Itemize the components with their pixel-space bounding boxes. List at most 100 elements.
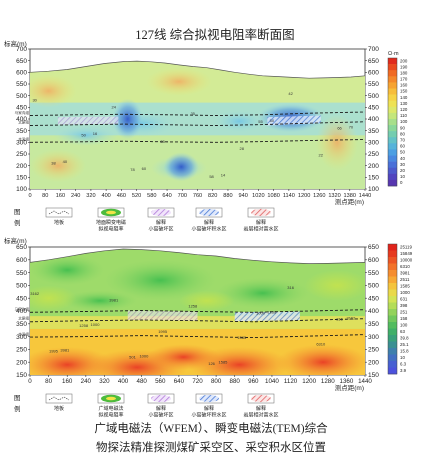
contour-label: 16: [93, 131, 98, 136]
chart-2-low-zone: [62, 290, 138, 312]
y-tick-label: 300: [16, 334, 27, 341]
colorbar-swatch: [388, 276, 397, 284]
y-tick-label-right: 300: [368, 334, 379, 341]
y-tick-label-right: 150: [368, 372, 379, 379]
formation-label: 本溪组: [18, 332, 29, 337]
colorbar-swatch: [388, 88, 397, 95]
x-tick-label: 1280: [321, 378, 335, 385]
formation-label: 太原组: [18, 316, 29, 321]
x-tick-label: 700: [178, 193, 187, 199]
formation-boundary-line: [29, 111, 366, 116]
colorbar-label: 25119: [400, 245, 412, 250]
colorbar-label: 10: [400, 355, 405, 360]
chart-2-ylabel: 标高(m): [4, 236, 27, 245]
contour-label: 316: [287, 285, 294, 290]
contour-label: 24: [112, 104, 117, 109]
colorbar-label: 63: [400, 329, 405, 334]
x-tick-label: 560: [155, 378, 166, 385]
x-tick-label: 1320: [328, 193, 340, 199]
chart-2-mid-zone: [178, 290, 235, 312]
colorbar-label: 90: [400, 125, 405, 130]
x-tick-label: 1080: [267, 193, 279, 199]
legend-item-label: 岩层相对富水区: [243, 226, 278, 233]
y-tick-label-right: 600: [368, 257, 379, 264]
contour-label: 66: [337, 126, 342, 131]
colorbar-swatch: [388, 106, 397, 114]
legend-item-label: 拟视电阻率: [98, 226, 123, 233]
legend-title: 例: [14, 218, 21, 227]
contour-label: 50: [270, 118, 275, 123]
legend-item-label: 小窑破坏区: [148, 412, 173, 419]
contour-label: 3981: [60, 347, 70, 352]
colorbar-label: 398: [400, 303, 408, 308]
colorbar-label: 3.9: [400, 368, 407, 373]
colorbar-label: 170: [400, 77, 408, 82]
legend-item-label: 地板: [54, 405, 64, 412]
chart-1-y-ticks-right: 100 150 200 250 300 350 400 450 500 550 600 650 700: [365, 46, 379, 193]
colorbar-label: 20: [400, 168, 405, 173]
y-tick-label-right: 350: [368, 128, 379, 135]
y-tick-label: 350: [16, 321, 27, 328]
contour-label: 1585: [237, 335, 247, 340]
colorbar-swatch: [388, 94, 397, 101]
chart-2-color-field: [30, 249, 365, 375]
chart-1-high-zone: [316, 114, 359, 171]
contour-label: 35: [160, 139, 165, 144]
y-tick-label: 150: [16, 175, 27, 182]
y-tick-label-right: 500: [368, 283, 379, 290]
formation-label: 马家沟组: [15, 307, 30, 312]
legend-item-label: 广域电磁法: [98, 405, 123, 412]
colorbar-label: 6.3: [400, 362, 407, 367]
legend-item-label: 解释: [204, 405, 214, 412]
contour-label: 3162: [30, 291, 40, 296]
chart-2-y-ticks-right: 150 200 250 300 350 400 450 500 550 600 650: [365, 244, 379, 379]
chart-2-x-ticks: 0 80 160 240 320 400 480 560 640 720 800 880 960 1040…: [28, 375, 372, 385]
colorbar-swatch: [388, 118, 397, 126]
colorbar-swatch: [388, 289, 397, 297]
contour-label: 42: [288, 91, 293, 96]
legend-swatch-resistivity-core: [106, 396, 116, 401]
chart-1-contour-labels: 38 55 78 66 58 50 42 35 30 28 24 22 35 40 50 60 70 14 16: [32, 91, 353, 179]
legend-swatch-floor: [45, 393, 73, 404]
x-tick-label: 240: [71, 193, 80, 199]
y-tick-label-right: 400: [368, 116, 379, 123]
colorbar-swatch: [388, 309, 397, 316]
colorbar-label: 180: [400, 70, 408, 75]
colorbar-label: 1000: [400, 290, 410, 295]
contour-label: 316: [336, 317, 343, 322]
y-tick-label: 400: [16, 116, 27, 123]
legend-title: 例: [14, 404, 21, 413]
chart-2-xlabel: 测点距(m): [335, 384, 364, 392]
y-tick-label: 600: [16, 257, 27, 264]
colorbar-label: 130: [400, 101, 408, 106]
legend-swatch-hatch: [251, 394, 271, 403]
contour-label: 1995: [158, 329, 168, 334]
colorbar-swatch: [388, 100, 397, 108]
colorbar-label: 110: [400, 113, 408, 118]
chart-2-water-zone: [234, 311, 300, 322]
chart-1-high-zone: [146, 67, 212, 96]
y-tick-label-right: 600: [368, 70, 379, 77]
x-tick-label: 0: [28, 378, 32, 385]
colorbar-label: 1585: [400, 284, 410, 289]
colorbar-swatch: [388, 361, 397, 368]
x-tick-label: 460: [117, 193, 126, 199]
chart-1-surface-line: [29, 60, 366, 79]
x-tick-label: 640: [162, 193, 171, 199]
colorbar-label: 40: [400, 156, 405, 161]
y-tick-label: 450: [16, 295, 27, 302]
legend-swatch-line: [48, 396, 70, 401]
x-tick-label: 320: [86, 193, 95, 199]
contour-label: 60: [142, 166, 147, 171]
x-tick-label: 1200: [298, 193, 310, 199]
y-tick-label-right: 300: [368, 140, 379, 147]
contour-label: 1000: [256, 311, 266, 316]
chart-1-ylabel: 标高(m): [4, 39, 27, 48]
y-tick-label-right: 650: [368, 58, 379, 65]
contour-label: 1000: [91, 322, 101, 327]
chart-2-low-zone: [104, 259, 217, 301]
legend-item-label: 小窑破坏积水区: [191, 226, 226, 233]
contour-label: 126: [208, 361, 215, 366]
